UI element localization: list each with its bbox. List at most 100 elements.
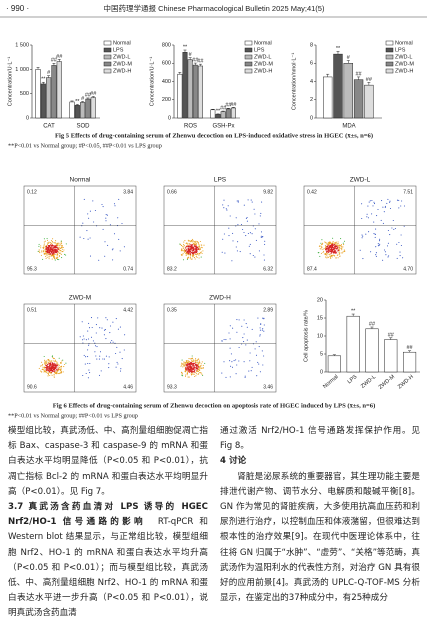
- event-dot: [189, 364, 191, 367]
- paragraph: 肾脏是泌尿系统的重要器官，其生理功能主要是排泄代谢产物、调节水分、电解质和酸碱平…: [220, 471, 420, 604]
- event-dot: [106, 214, 108, 216]
- significance-mark: ##: [197, 59, 204, 65]
- event-dot: [106, 319, 108, 321]
- event-dot: [55, 252, 57, 254]
- event-dot: [89, 255, 92, 257]
- event-dot: [402, 257, 404, 259]
- event-dot: [243, 319, 245, 321]
- event-dot: [202, 364, 204, 366]
- event-dot: [87, 362, 89, 365]
- event-dot: [55, 372, 57, 374]
- event-dot: [43, 369, 45, 372]
- event-dot: [60, 247, 63, 249]
- event-dot: [63, 253, 66, 255]
- event-dot: [222, 238, 224, 240]
- event-dot: [260, 323, 262, 326]
- event-dot: [45, 246, 47, 248]
- event-dot: [228, 235, 230, 237]
- event-dot: [236, 250, 238, 252]
- event-dot: [261, 201, 263, 203]
- event-dot: [198, 246, 200, 248]
- event-dot: [53, 357, 55, 360]
- event-dot: [46, 243, 49, 245]
- event-dot: [247, 199, 249, 201]
- event-dot: [251, 201, 253, 203]
- event-dot: [263, 355, 265, 357]
- event-dot: [197, 246, 199, 248]
- event-dot: [60, 250, 62, 252]
- event-dot: [264, 240, 266, 242]
- event-dot: [388, 255, 390, 257]
- event-dot: [37, 250, 39, 252]
- event-dot: [57, 366, 59, 368]
- event-dot: [105, 355, 107, 357]
- legend-swatch: [103, 68, 112, 74]
- event-dot: [82, 222, 84, 224]
- significance-mark: **: [75, 99, 80, 105]
- event-dot: [59, 369, 61, 371]
- event-dot: [341, 249, 343, 251]
- event-dot: [330, 249, 332, 251]
- event-dot: [186, 364, 188, 366]
- event-dot: [322, 248, 324, 250]
- y-tick-label: 4: [310, 79, 313, 85]
- event-dot: [196, 359, 198, 361]
- event-dot: [337, 249, 339, 251]
- event-dot: [392, 219, 394, 222]
- event-dot: [187, 245, 189, 247]
- event-dot: [57, 252, 59, 255]
- event-dot: [109, 332, 111, 334]
- event-dot: [317, 252, 319, 254]
- event-dot: [62, 246, 64, 249]
- event-dot: [47, 359, 49, 361]
- event-dot: [199, 248, 202, 250]
- y-tick-label: 10: [317, 333, 323, 339]
- event-dot: [362, 235, 364, 237]
- event-dot: [53, 375, 55, 377]
- event-dot: [98, 374, 101, 376]
- event-dot: [189, 361, 192, 363]
- event-dot: [240, 223, 243, 226]
- event-dot: [88, 344, 90, 346]
- event-dot: [259, 371, 261, 373]
- event-dot: [57, 251, 59, 253]
- event-dot: [262, 236, 264, 238]
- event-dot: [45, 366, 47, 369]
- event-dot: [91, 326, 93, 329]
- event-dot: [185, 374, 187, 376]
- bar: [187, 59, 193, 119]
- event-dot: [181, 362, 183, 364]
- event-dot: [185, 250, 187, 252]
- event-dot: [79, 236, 81, 238]
- event-dot: [184, 240, 186, 242]
- event-dot: [190, 251, 192, 253]
- event-dot: [198, 247, 200, 249]
- event-dot: [337, 244, 340, 246]
- event-dot: [105, 217, 107, 219]
- event-dot: [237, 241, 239, 243]
- legend-swatch: [103, 54, 112, 60]
- event-dot: [58, 366, 60, 368]
- event-dot: [226, 209, 228, 211]
- event-dot: [249, 232, 251, 234]
- event-dot: [98, 358, 100, 360]
- event-dot: [196, 373, 198, 375]
- event-dot: [386, 245, 389, 247]
- event-dot: [60, 368, 62, 370]
- event-dot: [51, 249, 53, 251]
- event-dot: [373, 203, 376, 205]
- event-dot: [318, 245, 320, 247]
- event-dot: [105, 220, 107, 222]
- event-dot: [257, 361, 259, 363]
- event-dot: [196, 256, 198, 258]
- event-dot: [60, 362, 62, 365]
- event-dot: [246, 216, 248, 219]
- event-dot: [329, 241, 331, 243]
- event-dot: [58, 364, 60, 366]
- event-dot: [47, 248, 49, 250]
- bar: [343, 63, 353, 119]
- significance-mark: ##: [230, 102, 237, 108]
- bar: [353, 79, 364, 119]
- event-dot: [323, 250, 325, 252]
- legend-swatch: [244, 40, 253, 46]
